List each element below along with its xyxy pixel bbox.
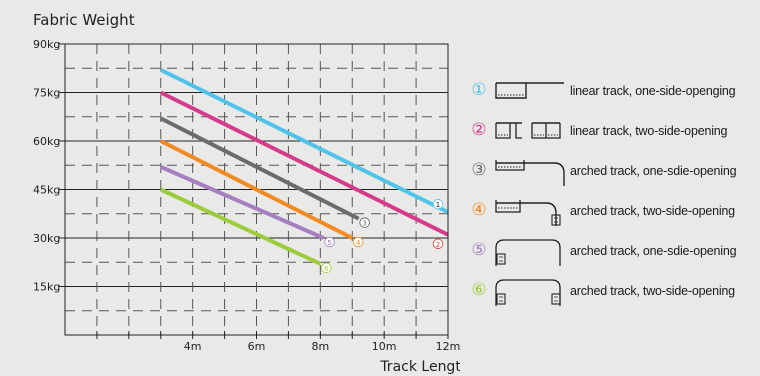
x-tick-label: 8m [311,340,329,353]
x-axis-label: Track Length [379,359,460,375]
arched-one-side-icon [494,236,566,272]
series-line-5 [159,165,325,240]
legend-label: arched track, two-side-opening [570,284,735,298]
y-tick-label: 15kg [33,281,60,294]
series-end-marker-5: 5 [324,236,335,248]
series-line-1 [159,68,449,214]
x-tick-label: 4m [184,340,202,353]
legend-label: arched track, two-side-opening [570,204,735,218]
y-tick-label: 90kg [33,38,60,51]
svg-text:6: 6 [324,265,329,273]
chart-series: 1 2 3 4 5 6 [159,68,449,274]
legend-marker: ① [471,80,487,100]
legend-item-6: ⑥ arched track, two-side-opening [466,276,758,308]
legend-label: arched track, one-sdie-opening [570,164,737,178]
y-tick-label: 60kg [33,135,60,148]
x-tick-label: 12m [436,340,460,353]
legend-marker: ④ [471,200,487,220]
y-tick-label: 75kg [33,87,60,100]
series-end-marker-3: 3 [359,217,370,228]
y-tick-label: 30kg [33,232,60,245]
series-end-marker-6: 6 [321,262,332,274]
svg-text:1: 1 [436,201,440,209]
series-line-2 [159,90,449,237]
legend-item-5: ⑤ arched track, one-sdie-opening [466,236,758,268]
legend-marker: ③ [471,160,487,180]
chart-area: Fabric Weight 15kg 30kg 45kg 60kg 75kg 90kg 4… [33,11,460,375]
legend: ① linear track, one-side-openging ② linear … [466,76,758,316]
legend-label: arched track, one-sdie-opening [570,244,737,258]
legend-label: linear track, two-side-opening [570,124,728,138]
legend-marker: ⑤ [471,240,487,260]
x-axis-ticks: 4m 6m 8m 10m 12m [184,340,460,353]
chart-title: Fabric Weight [33,11,135,29]
legend-item-1: ① linear track, one-side-openging [466,76,758,108]
legend-item-2: ② linear track, two-side-opening [466,116,758,148]
legend-item-3: ③ arched track, one-sdie-opening [466,156,758,188]
x-tick-label: 6m [248,340,266,353]
series-line-3 [159,116,360,221]
svg-text:3: 3 [362,220,366,228]
legend-label: linear track, one-side-openging [570,84,736,98]
svg-text:4: 4 [356,239,361,247]
y-axis-ticks: 15kg 30kg 45kg 60kg 75kg 90kg [33,38,60,294]
legend-marker: ⑥ [471,280,487,300]
linear-two-side-icon [494,116,566,152]
plot-frame [64,43,449,336]
arched-two-side-icon [494,276,566,312]
x-tick-label: 10m [372,340,397,353]
arched-two-side-icon [494,196,566,232]
svg-text:5: 5 [327,239,331,247]
legend-marker: ② [471,120,487,140]
linear-one-side-icon [494,76,566,112]
series-line-4 [159,139,354,240]
series-end-marker-2: 2 [432,238,444,249]
svg-text:2: 2 [436,241,440,249]
y-tick-label: 45kg [33,184,60,197]
series-end-marker-1: 1 [432,198,444,210]
series-line-6 [159,187,322,266]
chart-grid [59,43,449,339]
series-end-marker-4: 4 [353,236,364,248]
legend-item-4: ④ arched track, two-side-opening [466,196,758,228]
arched-one-side-icon [494,156,566,192]
